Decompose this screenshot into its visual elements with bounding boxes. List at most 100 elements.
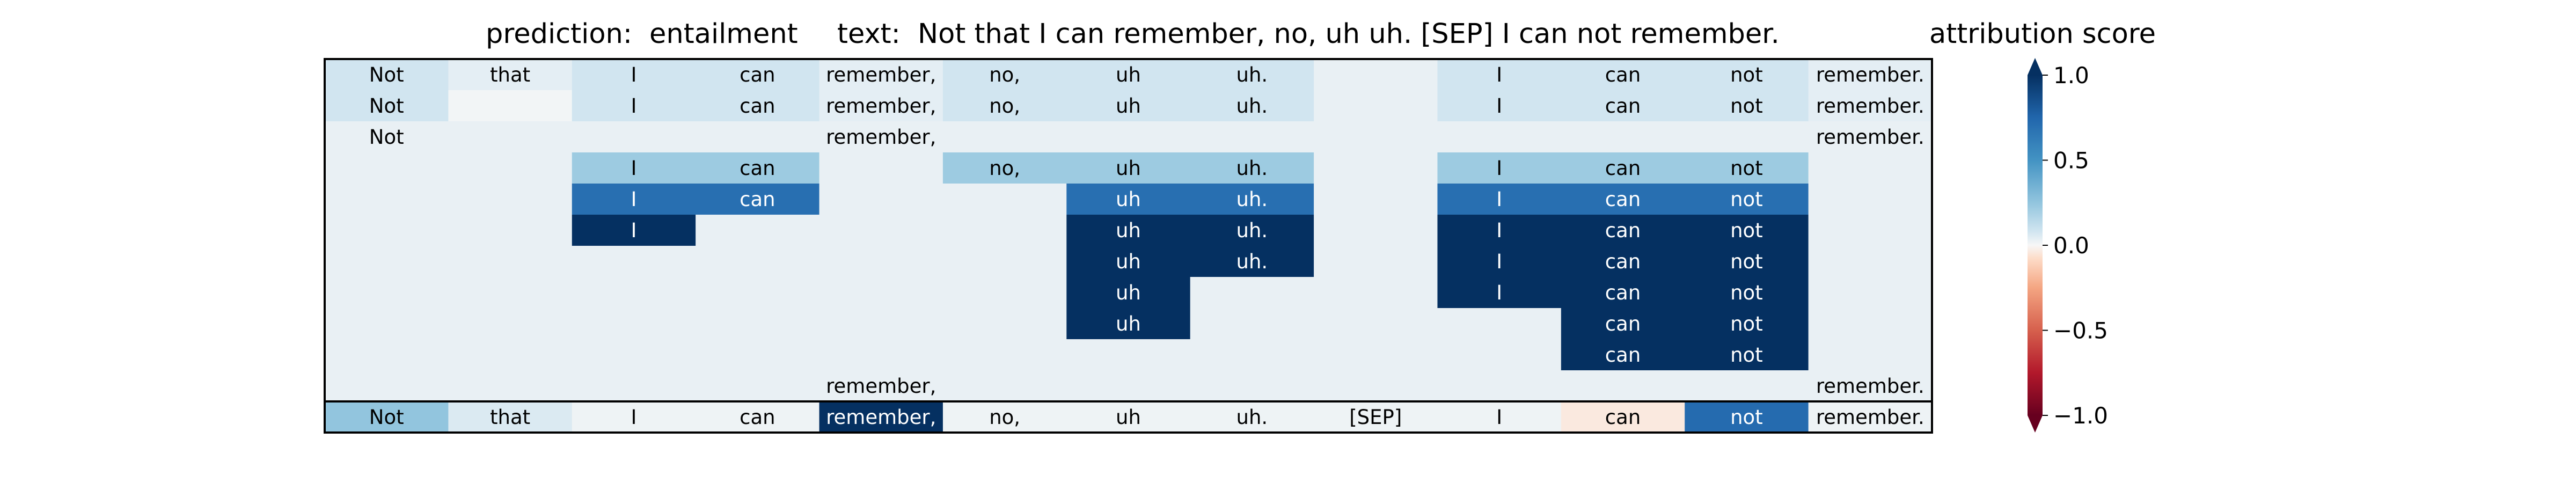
heatmap-cell-r8-c4: [819, 308, 943, 340]
heatmap-cell-r7-c4: [819, 277, 943, 309]
heatmap-cell-r2-c7: [1190, 121, 1314, 153]
heatmap-label-r0-c0: Not: [369, 63, 404, 86]
heatmap-cell-r6-c2: [572, 246, 696, 277]
summary-label-r0-c5: no,: [989, 406, 1020, 429]
heatmap-cell-r0-c3: [696, 59, 820, 91]
heatmap-label-r4-c2: I: [631, 188, 636, 211]
colorbar-tick-label-4: −1.0: [2053, 402, 2108, 429]
colorbar-tick-label-1: 0.5: [2053, 148, 2089, 174]
heatmap-cell-r5-c7: [1190, 215, 1314, 246]
heatmap-label-r4-c10: can: [1605, 188, 1641, 211]
heatmap-label-r6-c9: I: [1496, 250, 1502, 273]
summary-cell-r0-c7: [1190, 401, 1314, 433]
heatmap-label-r5-c2: I: [631, 219, 636, 242]
heatmap-label-r8-c11: not: [1730, 312, 1763, 335]
summary-label-r0-c10: can: [1605, 406, 1641, 429]
heatmap-label-r0-c6: uh: [1116, 63, 1141, 86]
heatmap-cell-r8-c9: [1437, 308, 1562, 340]
heatmap-cell-r4-c12: [1808, 184, 1933, 215]
heatmap-cell-r2-c2: [572, 121, 696, 153]
heatmap-cell-r6-c0: [325, 246, 449, 277]
heatmap-label-r9-c10: can: [1605, 343, 1641, 367]
heatmap-label-r0-c5: no,: [989, 63, 1020, 86]
heatmap-cell-r1-c0: [325, 90, 449, 122]
heatmap-label-r3-c2: I: [631, 157, 636, 180]
heatmap-label-r4-c7: uh.: [1236, 188, 1268, 211]
heatmap-cell-r2-c5: [942, 121, 1067, 153]
summary-label-r0-c6: uh: [1116, 406, 1141, 429]
heatmap-cell-r7-c3: [696, 277, 820, 309]
heatmap-cell-r4-c0: [325, 184, 449, 215]
heatmap-label-r3-c10: can: [1605, 157, 1641, 180]
heatmap-cell-r8-c6: [1066, 308, 1191, 340]
heatmap-cell-r9-c7: [1190, 339, 1314, 371]
heatmap-cell-r7-c6: [1066, 277, 1191, 309]
heatmap-cell-r9-c8: [1314, 339, 1438, 371]
heatmap-cell-r9-c12: [1808, 339, 1933, 371]
heatmap-cell-r5-c10: [1561, 215, 1685, 246]
heatmap-cell-r7-c2: [572, 277, 696, 309]
heatmap-cell-r10-c2: [572, 370, 696, 402]
heatmap-cell-r8-c7: [1190, 308, 1314, 340]
heatmap-cell-r4-c4: [819, 184, 943, 215]
heatmap-cell-r4-c6: [1066, 184, 1191, 215]
heatmap-cell-r4-c1: [448, 184, 573, 215]
heatmap-label-r7-c11: not: [1730, 281, 1763, 304]
summary-label-r0-c4: remember,: [826, 406, 936, 429]
heatmap-cell-r5-c0: [325, 215, 449, 246]
heatmap-cell-r8-c3: [696, 308, 820, 340]
heatmap-cell-r7-c12: [1808, 277, 1933, 309]
heatmap-cell-r10-c10: [1561, 370, 1685, 402]
heatmap-cell-r1-c7: [1190, 90, 1314, 122]
heatmap-cell-r3-c7: [1190, 152, 1314, 184]
heatmap-cell-r1-c6: [1066, 90, 1191, 122]
heatmap-cell-r1-c10: [1561, 90, 1685, 122]
heatmap-cell-r0-c5: [942, 59, 1067, 91]
heatmap-cell-r5-c5: [942, 215, 1067, 246]
summary-label-r0-c0: Not: [369, 406, 404, 429]
colorbar-extend-top: [2028, 58, 2043, 75]
text-value: Not that I can remember, no, uh uh. [SEP…: [918, 18, 1780, 50]
heatmap-label-r1-c10: can: [1605, 94, 1641, 118]
colorbar-tick-label-0: 1.0: [2053, 62, 2089, 89]
heatmap-cell-r0-c8: [1314, 59, 1438, 91]
heatmap-cell-r7-c1: [448, 277, 573, 309]
heatmap-cell-r3-c3: [696, 152, 820, 184]
heatmap-cell-r4-c2: [572, 184, 696, 215]
heatmap-label-r3-c5: no,: [989, 157, 1020, 180]
heatmap-label-r1-c6: uh: [1116, 94, 1141, 118]
heatmap-frame-bottom: [324, 400, 1933, 434]
heatmap-cell-r5-c8: [1314, 215, 1438, 246]
heatmap-cell-r2-c10: [1561, 121, 1685, 153]
heatmap-cell-r4-c9: [1437, 184, 1562, 215]
heatmap-cell-r10-c0: [325, 370, 449, 402]
heatmap-label-r1-c3: can: [740, 94, 775, 118]
summary-label-r0-c9: I: [1496, 406, 1502, 429]
heatmap-cell-r7-c11: [1685, 277, 1809, 309]
summary-label-r0-c7: uh.: [1236, 406, 1268, 429]
heatmap-label-r2-c4: remember,: [826, 126, 936, 149]
heatmap-label-r3-c3: can: [740, 157, 775, 180]
heatmap-cell-r2-c11: [1685, 121, 1809, 153]
heatmap-label-r0-c10: can: [1605, 63, 1641, 86]
heatmap-label-r1-c4: remember,: [826, 94, 936, 118]
summary-label-r0-c8: [SEP]: [1349, 406, 1402, 429]
heatmap-label-r2-c12: remember.: [1816, 126, 1924, 149]
heatmap-label-r4-c3: can: [740, 188, 775, 211]
heatmap-label-r0-c12: remember.: [1816, 63, 1924, 86]
heatmap-cell-r4-c3: [696, 184, 820, 215]
heatmap-label-r5-c6: uh: [1116, 219, 1141, 242]
heatmap-cell-r5-c4: [819, 215, 943, 246]
heatmap-cell-r9-c6: [1066, 339, 1191, 371]
heatmap-cell-r10-c3: [696, 370, 820, 402]
heatmap-label-r4-c11: not: [1730, 188, 1763, 211]
heatmap-cell-r6-c11: [1685, 246, 1809, 277]
heatmap-label-r0-c2: I: [631, 63, 636, 86]
heatmap-label-r5-c11: not: [1730, 219, 1763, 242]
heatmap-cell-r10-c12: [1808, 370, 1933, 402]
heatmap-cell-r10-c9: [1437, 370, 1562, 402]
heatmap-label-r10-c12: remember.: [1816, 375, 1924, 398]
heatmap-cell-r10-c7: [1190, 370, 1314, 402]
heatmap-cell-r2-c9: [1437, 121, 1562, 153]
heatmap-cell-r7-c9: [1437, 277, 1562, 309]
